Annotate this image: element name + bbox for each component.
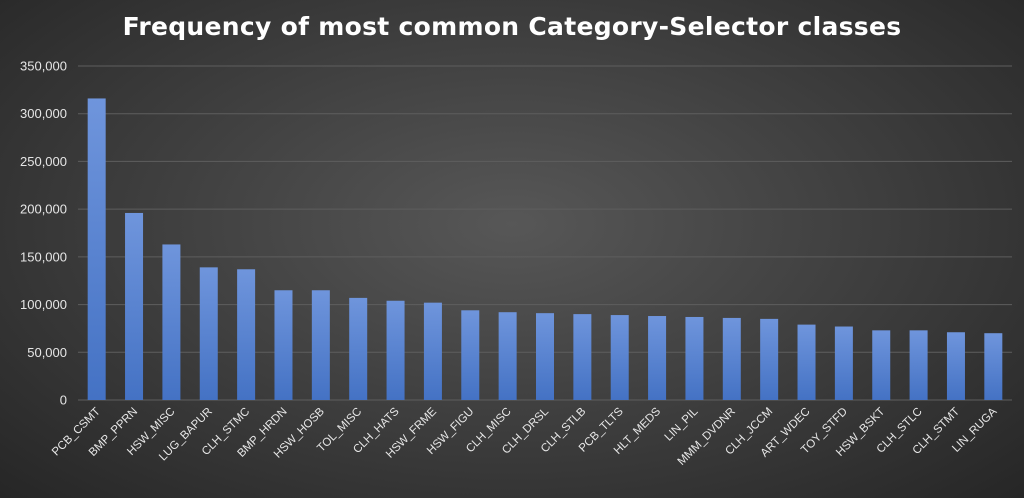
y-tick-label: 150,000 bbox=[20, 249, 67, 264]
chart-title: Frequency of most common Category-Select… bbox=[122, 12, 902, 41]
bar-clh-stmt bbox=[946, 332, 965, 400]
bar-toy-stfd bbox=[834, 326, 853, 400]
y-tick-label: 350,000 bbox=[20, 59, 67, 74]
bar-clh-stmc bbox=[237, 269, 256, 400]
y-tick-label: 0 bbox=[60, 393, 67, 408]
bar-clh-drsl bbox=[536, 313, 554, 400]
y-tick-label: 250,000 bbox=[20, 154, 67, 169]
bar-art-wdec bbox=[797, 324, 816, 400]
bar-bmp-pprn bbox=[125, 212, 144, 400]
y-tick-label: 100,000 bbox=[20, 297, 67, 312]
x-category-label: LIN_PIL bbox=[663, 405, 701, 443]
bar-clh-jccm bbox=[760, 318, 779, 400]
bar-clh-stlc bbox=[909, 330, 928, 400]
y-axis-ticks: 0 50,000 100,000 150,000 200,000 250,000 300,0… bbox=[20, 59, 67, 408]
bar-lug-bapur bbox=[199, 267, 218, 400]
bar-tol-misc bbox=[349, 297, 368, 400]
bar-pcb-tlts bbox=[610, 315, 629, 400]
y-tick-label: 300,000 bbox=[20, 106, 67, 121]
bar-mmm-dvdnr bbox=[722, 317, 741, 400]
bar-lin-ruga bbox=[984, 333, 1003, 400]
y-tick-label: 200,000 bbox=[20, 202, 67, 217]
bar-clh-hats bbox=[386, 300, 405, 400]
bar-hsw-frme bbox=[423, 302, 442, 400]
bar-hsw-misc bbox=[162, 244, 181, 400]
bar-clh-misc bbox=[498, 312, 517, 400]
bar-lin-pil bbox=[685, 316, 704, 400]
bar-pcb-csmt bbox=[87, 98, 106, 401]
bar-clh-stlb bbox=[573, 314, 592, 400]
bars bbox=[87, 98, 1003, 401]
bar-hlt-meds bbox=[648, 316, 667, 400]
bar-bmp-hrdn bbox=[274, 290, 293, 400]
x-axis-labels: PCB_CSMTBMP_PPRNHSW_MISCLUG_BAPURCLH_STM… bbox=[50, 405, 1000, 468]
y-tick-label: 50,000 bbox=[27, 345, 67, 360]
bar-hsw-bskt bbox=[872, 330, 891, 400]
bar-hsw-hosb bbox=[311, 290, 330, 400]
bar-hsw-figu bbox=[461, 310, 480, 400]
